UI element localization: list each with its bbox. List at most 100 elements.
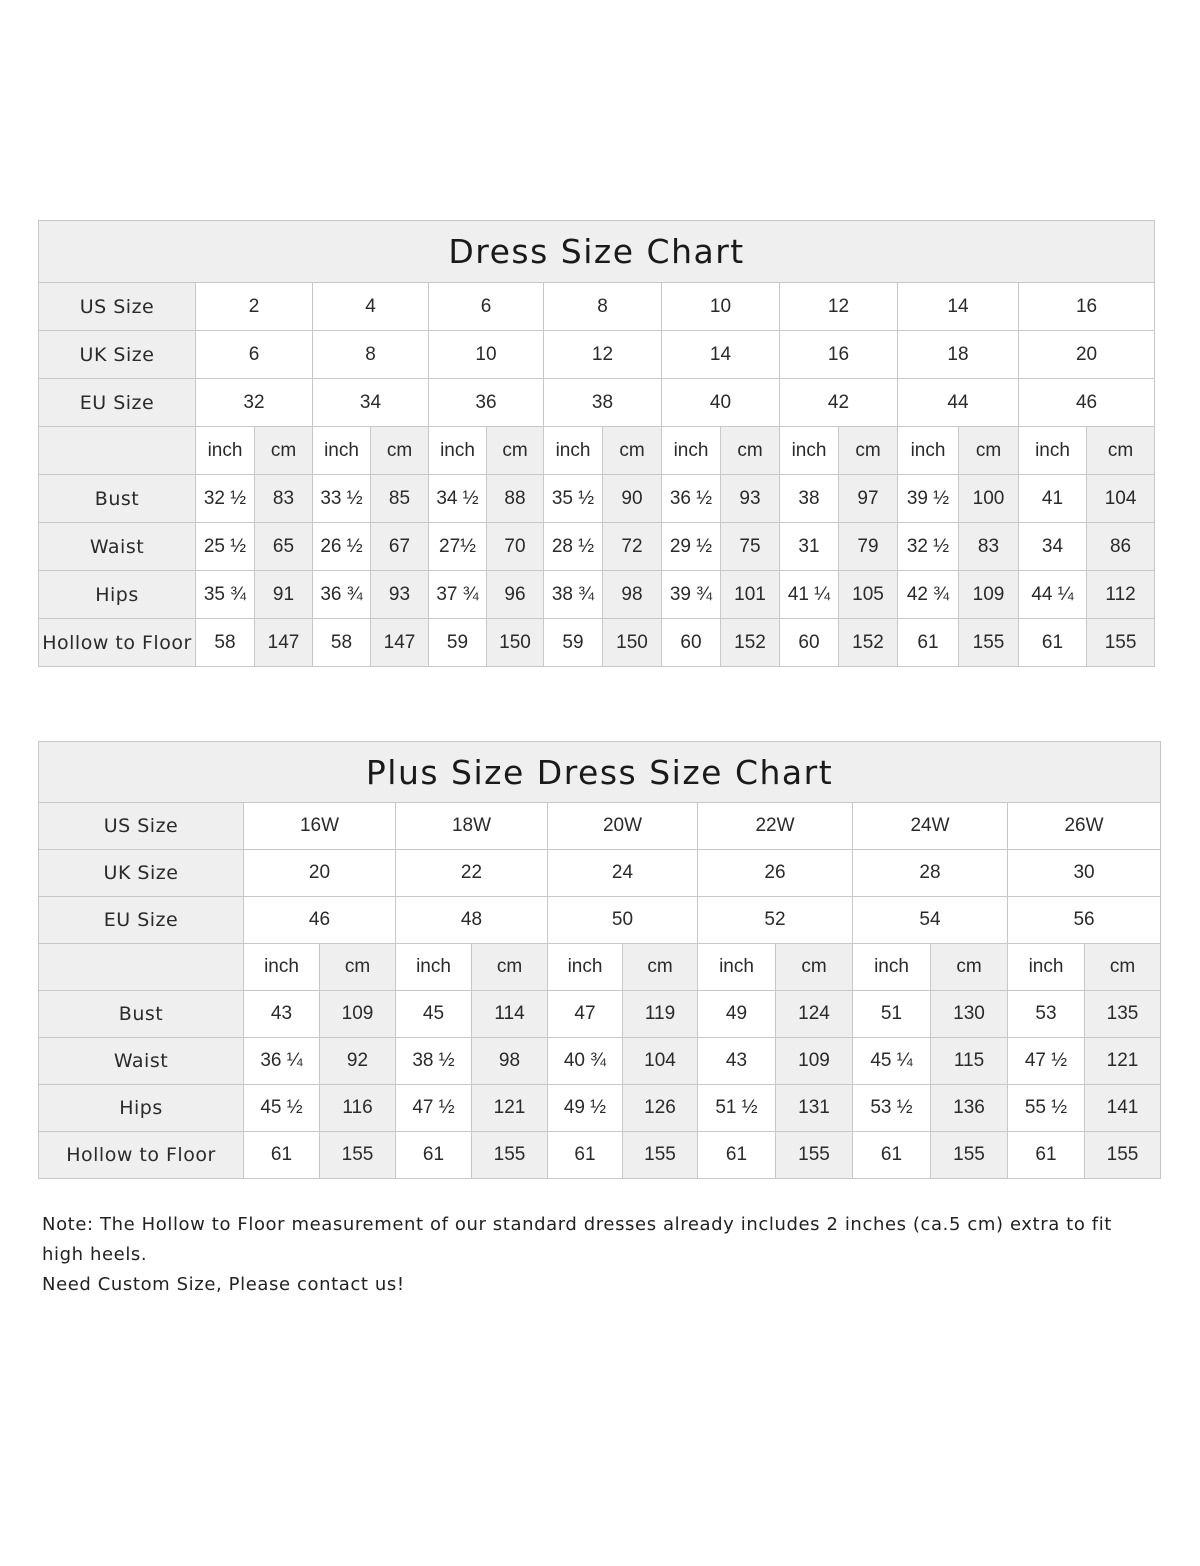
- size-cell: 4: [312, 282, 429, 331]
- inch-value: 47: [547, 990, 623, 1038]
- inch-value: 59: [543, 618, 603, 667]
- cm-value: 124: [775, 990, 853, 1038]
- unit-cm: cm: [486, 426, 544, 475]
- size-cell: 20W: [547, 802, 698, 850]
- unit-cm: cm: [602, 426, 662, 475]
- inch-value: 40 ¾: [547, 1037, 623, 1085]
- size-row: US Size 16W 18W 20W 22W 24W 26W: [38, 802, 1162, 850]
- size-cell: 22W: [697, 802, 853, 850]
- cm-value: 114: [471, 990, 548, 1038]
- cm-value: 147: [370, 618, 429, 667]
- inch-value: 34 ½: [428, 474, 487, 523]
- cm-value: 83: [254, 474, 313, 523]
- size-cell: 54: [852, 896, 1008, 944]
- cm-value: 83: [958, 522, 1019, 571]
- cm-value: 116: [319, 1084, 396, 1132]
- unit-cm: cm: [1085, 426, 1156, 475]
- row-label: UK Size: [38, 330, 196, 379]
- unit-cm: cm: [622, 943, 698, 991]
- size-cell: 20: [1017, 330, 1156, 379]
- inch-value: 61: [852, 1131, 931, 1179]
- inch-value: 61: [243, 1131, 320, 1179]
- size-cell: 8: [312, 330, 429, 379]
- size-cell: 16: [779, 330, 898, 379]
- inch-value: 49 ½: [547, 1084, 623, 1132]
- row-label: Bust: [38, 474, 196, 523]
- chart-title: Plus Size Dress Size Chart: [37, 741, 1162, 803]
- cm-value: 98: [602, 570, 662, 619]
- inch-value: 33 ½: [312, 474, 371, 523]
- cm-value: 109: [958, 570, 1019, 619]
- cm-value: 155: [319, 1131, 396, 1179]
- cm-value: 155: [1083, 1131, 1162, 1179]
- cm-value: 115: [930, 1037, 1008, 1085]
- inch-value: 61: [697, 1131, 776, 1179]
- cm-value: 96: [486, 570, 544, 619]
- size-cell: 46: [1017, 378, 1156, 427]
- note-hollow-to-floor: Note: The Hollow to Floor measurement of…: [42, 1214, 1112, 1265]
- cm-value: 101: [720, 570, 780, 619]
- size-cell: 22: [395, 849, 548, 897]
- cm-value: 155: [622, 1131, 698, 1179]
- size-cell: 24: [547, 849, 698, 897]
- unit-cm: cm: [958, 426, 1019, 475]
- inch-value: 36 ½: [661, 474, 721, 523]
- inch-value: 29 ½: [661, 522, 721, 571]
- size-cell: 18: [897, 330, 1019, 379]
- cm-value: 150: [486, 618, 544, 667]
- inch-value: 47 ½: [395, 1084, 472, 1132]
- unit-inch: inch: [1018, 426, 1087, 475]
- cm-value: 131: [775, 1084, 853, 1132]
- inch-value: 43: [697, 1037, 776, 1085]
- inch-value: 45: [395, 990, 472, 1038]
- inch-value: 61: [547, 1131, 623, 1179]
- unit-cm: cm: [930, 943, 1008, 991]
- cm-value: 93: [370, 570, 429, 619]
- unit-cm: cm: [471, 943, 548, 991]
- size-cell: 18W: [395, 802, 548, 850]
- measure-row: Hips 45 ½ 116 47 ½ 121 49 ½ 126 51 ½ 131 53 ½ 136 5…: [38, 1084, 1162, 1132]
- inch-value: 41 ¼: [779, 570, 839, 619]
- cm-value: 93: [720, 474, 780, 523]
- cm-value: 155: [775, 1131, 853, 1179]
- size-cell: 16: [1017, 282, 1156, 331]
- size-cell: 26: [697, 849, 853, 897]
- cm-value: 155: [471, 1131, 548, 1179]
- unit-inch: inch: [428, 426, 487, 475]
- unit-inch: inch: [697, 943, 776, 991]
- row-label-empty: [38, 426, 196, 475]
- row-label: US Size: [38, 282, 196, 331]
- size-cell: 42: [779, 378, 898, 427]
- unit-inch: inch: [547, 943, 623, 991]
- unit-inch: inch: [1007, 943, 1085, 991]
- inch-value: 61: [1018, 618, 1087, 667]
- cm-value: 85: [370, 474, 429, 523]
- inch-value: 60: [661, 618, 721, 667]
- cm-value: 100: [958, 474, 1019, 523]
- row-label: Bust: [38, 990, 244, 1038]
- inch-value: 26 ½: [312, 522, 371, 571]
- row-label: Hollow to Floor: [38, 618, 196, 667]
- cm-value: 112: [1085, 570, 1156, 619]
- size-cell: 6: [428, 282, 544, 331]
- size-cell: 16W: [243, 802, 396, 850]
- inch-value: 38 ½: [395, 1037, 472, 1085]
- cm-value: 109: [775, 1037, 853, 1085]
- cm-value: 97: [838, 474, 898, 523]
- unit-cm: cm: [1083, 943, 1162, 991]
- inch-value: 38: [779, 474, 839, 523]
- inch-value: 53 ½: [852, 1084, 931, 1132]
- plus-size-dress-size-chart: Plus Size Dress Size Chart US Size 16W 18W 2…: [37, 741, 1162, 1179]
- cm-value: 121: [1083, 1037, 1162, 1085]
- cm-value: 121: [471, 1084, 548, 1132]
- cm-value: 90: [602, 474, 662, 523]
- size-cell: 8: [543, 282, 662, 331]
- unit-inch: inch: [779, 426, 839, 475]
- inch-value: 37 ¾: [428, 570, 487, 619]
- size-cell: 36: [428, 378, 544, 427]
- inch-value: 36 ¾: [312, 570, 371, 619]
- inch-value: 35 ¾: [195, 570, 255, 619]
- size-cell: 32: [195, 378, 313, 427]
- inch-value: 45 ½: [243, 1084, 320, 1132]
- inch-value: 39 ½: [897, 474, 959, 523]
